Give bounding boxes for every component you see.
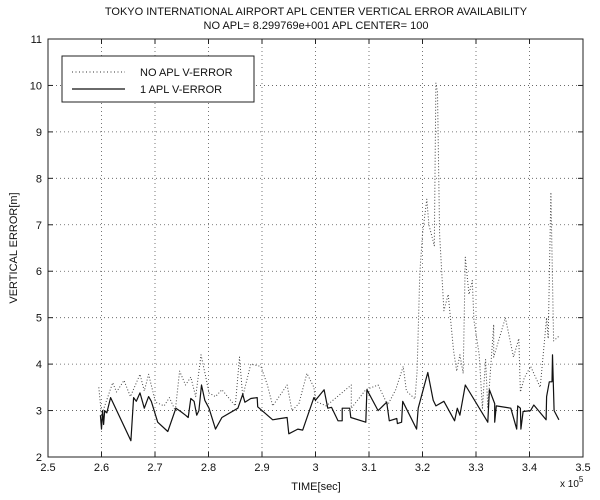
x-tick-label: 3.5 xyxy=(575,462,590,474)
legend-box xyxy=(61,55,255,103)
y-tick-label: 9 xyxy=(36,127,42,139)
x-tick-label: 3 xyxy=(312,462,318,474)
x-tick-label: 2.7 xyxy=(147,462,162,474)
y-tick-label: 8 xyxy=(36,173,42,185)
y-tick-label: 7 xyxy=(36,220,42,232)
legend-label-no-apl: NO APL V-ERROR xyxy=(140,67,233,79)
x-tick-label: 3.1 xyxy=(361,462,376,474)
series-layer xyxy=(98,82,560,442)
x-tick-label: 2.8 xyxy=(201,462,216,474)
x-tick-label: 2.6 xyxy=(94,462,109,474)
chart-title: TOKYO INTERNATIONAL AIRPORT APL CENTER V… xyxy=(105,6,528,18)
y-tick-label: 2 xyxy=(36,452,42,464)
x-tick-label: 2.9 xyxy=(254,462,269,474)
axis-ticks: 2.5 2.6 2.7 2.8 2.9 3 3.1 3.2 3.3 3.4 3.5 2 3 4 5 6 7 8 9 1… xyxy=(30,34,591,474)
x-tick-label: 3.2 xyxy=(415,462,430,474)
legend: NO APL V-ERROR 1 APL V-ERROR xyxy=(61,55,255,103)
x-exponent-power: 5 xyxy=(579,475,584,484)
x-tick-label: 2.5 xyxy=(40,462,55,474)
x-tick-label: 3.4 xyxy=(522,462,537,474)
y-tick-label: 5 xyxy=(36,313,42,325)
y-tick-label: 11 xyxy=(31,34,42,46)
x-axis-label: TIME[sec] xyxy=(291,481,341,493)
grid-lines xyxy=(48,39,583,457)
x-exponent-label: x 105 xyxy=(560,475,584,490)
y-axis-label: VERTICAL ERROR[m] xyxy=(8,192,20,303)
y-tick-label: 4 xyxy=(36,359,42,371)
legend-label-1-apl: 1 APL V-ERROR xyxy=(140,84,222,96)
x-exponent-base: x 10 xyxy=(560,479,579,490)
x-tick-label: 3.3 xyxy=(468,462,483,474)
y-tick-label: 3 xyxy=(36,406,42,418)
series-line-1-apl xyxy=(99,354,560,442)
series-line-no-apl xyxy=(98,82,560,416)
y-tick-label: 6 xyxy=(36,266,42,278)
chart-subtitle: NO APL= 8.299769e+001 APL CENTER= 100 xyxy=(204,20,429,32)
y-tick-label: 10 xyxy=(30,80,42,92)
